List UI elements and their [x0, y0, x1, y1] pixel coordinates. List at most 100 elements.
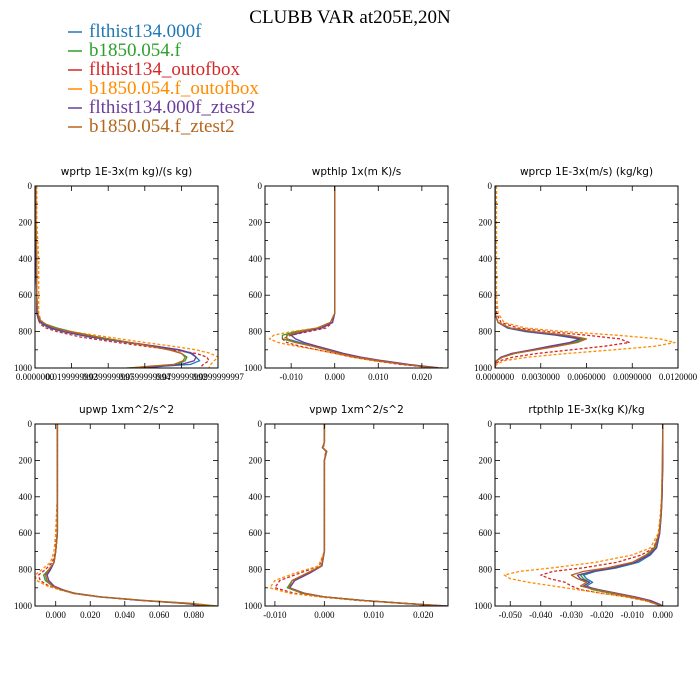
- x-tick-label: -0.030: [560, 610, 584, 620]
- panels: wprtp 1E-3x(m kg)/(s kg) 0 200 400 600 800 100…: [14, 166, 698, 620]
- x-tick-label: 0.0599999994: [119, 372, 171, 382]
- series-line: [36, 186, 218, 368]
- y-tick-label: 1000: [474, 363, 493, 373]
- y-tick-label: 1000: [244, 601, 263, 611]
- x-tick-label: 0.000: [46, 610, 67, 620]
- panel-2: wpthlp 1x(m K)/s 0 200 400 600 800 1000 -0.010 0…: [244, 166, 449, 382]
- series-line: [35, 424, 218, 606]
- y-tick-label: 600: [479, 290, 493, 300]
- x-tick-label: 0.0000000: [476, 372, 515, 382]
- y-tick-label: 600: [19, 290, 33, 300]
- y-tick-label: 800: [19, 327, 33, 337]
- y-tick-label: 200: [479, 455, 493, 465]
- series-line: [570, 424, 664, 606]
- legend: flthist134.000fb1850.054.fflthist134_out…: [68, 21, 259, 137]
- legend-entry: flthist134.000f_ztest2: [89, 97, 255, 118]
- y-tick-label: 0: [488, 181, 493, 191]
- y-tick-label: 0: [28, 181, 33, 191]
- legend-entry: b1850.054.f_outofbox: [89, 78, 259, 99]
- y-tick-label: 400: [249, 254, 263, 264]
- x-tick-label: 0.0000000: [16, 372, 55, 382]
- y-tick-label: 800: [19, 565, 33, 575]
- y-tick-label: 800: [479, 565, 493, 575]
- series-group: [503, 424, 664, 606]
- y-tick-label: 0: [258, 419, 263, 429]
- x-tick-label: -0.020: [590, 610, 614, 620]
- y-tick-label: 600: [19, 528, 33, 538]
- series-line: [35, 186, 210, 368]
- y-tick-label: 400: [19, 492, 33, 502]
- y-tick-label: 400: [479, 254, 493, 264]
- series-line: [286, 186, 435, 368]
- series-group: [269, 424, 448, 606]
- series-group: [495, 186, 676, 368]
- x-tick-label: 0.000: [325, 372, 346, 382]
- panel-title: vpwp 1xm^2/s^2: [309, 404, 404, 416]
- x-tick-label: 0.000: [653, 610, 674, 620]
- y-tick-label: 400: [19, 254, 33, 264]
- panel-3: wprcp 1E-3x(m/s) (kg/kg) 0 200 400 600 800 100…: [474, 166, 698, 382]
- legend-entry: b1850.054.f: [89, 40, 182, 61]
- series-line: [495, 186, 676, 368]
- y-tick-label: 600: [479, 528, 493, 538]
- series-line: [503, 424, 664, 606]
- series-group: [35, 424, 218, 606]
- series-line: [495, 186, 630, 368]
- panel-4: upwp 1xm^2/s^2 0 200 400 600 800 1000 0.000 0.02…: [14, 404, 219, 620]
- y-tick-label: 200: [19, 455, 33, 465]
- series-line: [44, 424, 212, 606]
- panel-title: upwp 1xm^2/s^2: [79, 404, 174, 416]
- series-line: [288, 424, 444, 606]
- y-tick-label: 800: [479, 327, 493, 337]
- y-tick-label: 1000: [474, 601, 493, 611]
- y-tick-label: 600: [249, 290, 263, 300]
- y-tick-label: 200: [249, 217, 263, 227]
- x-tick-label: -0.040: [529, 610, 553, 620]
- legend-entry: flthist134_outofbox: [89, 59, 240, 80]
- x-tick-label: 0.020: [412, 372, 433, 382]
- x-tick-label: 0.0999999997: [192, 372, 244, 382]
- panel-title: wpthlp 1x(m K)/s: [312, 166, 402, 178]
- x-tick-label: 0.010: [368, 372, 389, 382]
- x-tick-label: 0.000: [314, 610, 335, 620]
- figure-title: CLUBB VAR at205E,20N: [249, 7, 451, 28]
- y-tick-label: 400: [249, 492, 263, 502]
- x-tick-label: 0.040: [115, 610, 136, 620]
- series-group: [268, 186, 444, 368]
- x-tick-label: 0.020: [80, 610, 101, 620]
- x-tick-label: 0.0799999992: [156, 372, 208, 382]
- y-tick-label: 200: [19, 217, 33, 227]
- panel-6: rtpthlp 1E-3x(kg K)/kg02004006008001000-…: [474, 404, 679, 620]
- y-tick-label: 200: [249, 455, 263, 465]
- x-tick-label: -0.010: [263, 610, 287, 620]
- y-tick-label: 1000: [14, 363, 33, 373]
- x-tick-label: 0.0030000: [522, 372, 561, 382]
- y-tick-label: 800: [249, 327, 263, 337]
- x-tick-label: 0.010: [364, 610, 385, 620]
- panel-title: rtpthlp 1E-3x(kg K)/kg: [528, 404, 644, 416]
- legend-entry: b1850.054.f_ztest2: [89, 116, 235, 137]
- y-tick-label: 600: [249, 528, 263, 538]
- y-tick-label: 0: [488, 419, 493, 429]
- x-tick-label: -0.050: [499, 610, 523, 620]
- x-tick-label: 0.080: [184, 610, 205, 620]
- x-tick-label: 0.0060000: [567, 372, 606, 382]
- panel-title: wprtp 1E-3x(m kg)/(s kg): [61, 166, 192, 178]
- y-tick-label: 200: [479, 217, 493, 227]
- y-tick-label: 400: [479, 492, 493, 502]
- panel-1: wprtp 1E-3x(m kg)/(s kg) 0 200 400 600 800 100…: [14, 166, 244, 382]
- y-tick-label: 1000: [14, 601, 33, 611]
- x-tick-label: 0.020: [413, 610, 434, 620]
- y-tick-label: 0: [28, 419, 33, 429]
- y-tick-label: 0: [258, 181, 263, 191]
- x-tick-label: 0.0199999992: [46, 372, 98, 382]
- x-tick-label: -0.010: [280, 372, 304, 382]
- legend-entry: flthist134.000f: [89, 21, 202, 42]
- x-tick-label: -0.010: [621, 610, 645, 620]
- panel-5: vpwp 1xm^2/s^2 0 200 400 600 800 1000-0.010 0.0…: [244, 404, 449, 620]
- x-tick-label: 0.0090000: [613, 372, 652, 382]
- x-tick-label: 0.0120000: [659, 372, 698, 382]
- series-line: [495, 186, 588, 368]
- y-tick-label: 1000: [244, 363, 263, 373]
